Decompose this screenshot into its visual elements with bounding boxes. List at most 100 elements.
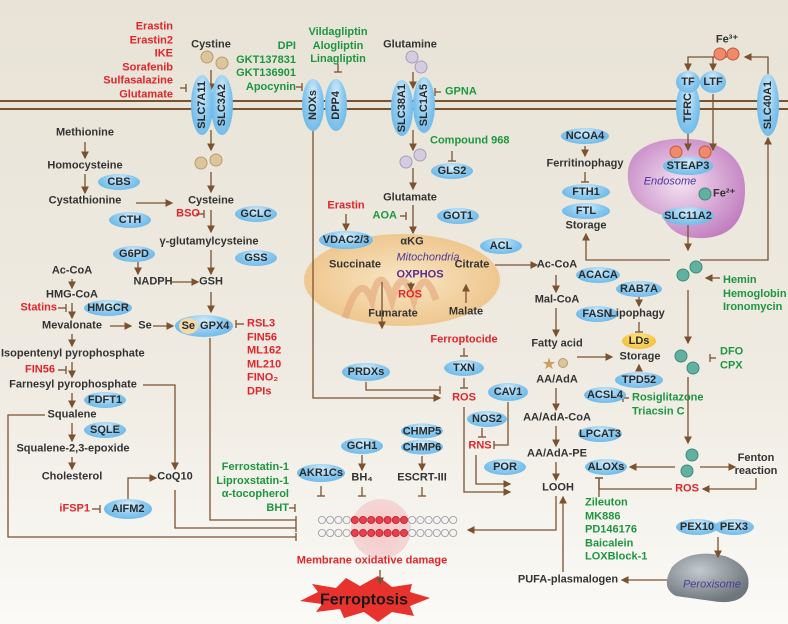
metabolite-aa-ada: AA/AdA bbox=[536, 373, 578, 386]
drug-linagliptin: Linagliptin bbox=[310, 52, 366, 65]
process-lipid-storage: Storage bbox=[619, 350, 661, 363]
oxidized-phospholipid bbox=[375, 516, 384, 525]
protein-prdxs[interactable]: PRDXs bbox=[342, 363, 390, 381]
protein-pex10[interactable]: PEX10 bbox=[676, 519, 718, 535]
protein-slc1a5[interactable]: SLC1A5 bbox=[413, 77, 435, 133]
metabolite-succinate: Succinate bbox=[329, 258, 381, 271]
protein-label: GPX4 bbox=[200, 320, 230, 332]
ferric-iron bbox=[713, 47, 727, 61]
protein-slc7a11[interactable]: SLC7A11 bbox=[191, 75, 213, 135]
protein-cav1[interactable]: CAV1 bbox=[488, 383, 528, 401]
protein-tpd52[interactable]: TPD52 bbox=[615, 372, 663, 388]
protein-aloxs[interactable]: ALOXs bbox=[585, 459, 627, 475]
protein-sqle[interactable]: SQLE bbox=[84, 422, 126, 438]
metabolite-ac-coa-cytosolic: Ac-CoA bbox=[536, 258, 578, 271]
drug-fin56: FIN56 bbox=[247, 331, 277, 343]
protein-label: PEX10 bbox=[679, 521, 715, 533]
protein-fasn[interactable]: FASN bbox=[576, 306, 618, 322]
protein-por[interactable]: POR bbox=[484, 459, 526, 475]
protein-akr1cs[interactable]: AKR1Cs bbox=[297, 464, 345, 482]
mitochondrion-cristae bbox=[341, 276, 440, 320]
protein-vdac[interactable]: VDAC2/3 bbox=[319, 231, 373, 249]
protein-ftl[interactable]: FTL bbox=[562, 203, 610, 219]
protein-acl[interactable]: ACL bbox=[480, 238, 522, 254]
protein-label: HMGCR bbox=[87, 302, 129, 314]
protein-txn[interactable]: TXN bbox=[444, 360, 484, 376]
drug-triacsin-c: Triacsin C bbox=[632, 405, 685, 417]
protein-ncoa4[interactable]: NCOA4 bbox=[561, 128, 609, 144]
protein-steap3[interactable]: STEAP3 bbox=[663, 157, 713, 175]
cystine-molecule bbox=[200, 50, 214, 64]
phospholipid bbox=[440, 529, 449, 538]
cystine-molecule bbox=[215, 56, 229, 70]
protein-cbs[interactable]: CBS bbox=[98, 174, 140, 190]
iron-inducers: Hemin Hemoglobin Ironomycin bbox=[723, 274, 787, 315]
protein-cth[interactable]: CTH bbox=[109, 212, 151, 228]
protein-label: GOT1 bbox=[443, 210, 473, 222]
activation-arrow bbox=[127, 474, 158, 499]
metabolite-hmg-coa: HMG-CoA bbox=[46, 288, 98, 301]
drug-dpi: DPI bbox=[277, 40, 296, 52]
protein-gclc[interactable]: GCLC bbox=[235, 206, 277, 222]
drug-aoa: AOA bbox=[372, 209, 397, 222]
protein-gss[interactable]: GSS bbox=[235, 250, 277, 266]
protein-gch1[interactable]: GCH1 bbox=[341, 438, 383, 454]
fenton-line: Fenton bbox=[737, 452, 775, 464]
drug-pd146176: PD146176 bbox=[585, 523, 637, 536]
protein-aifm2[interactable]: AIFM2 bbox=[104, 499, 152, 519]
lox-inhibitors: Zileuton MK886 PD146176 Baicalein LOXBlock-1 bbox=[585, 496, 647, 564]
mito-ros: ROS bbox=[398, 288, 422, 301]
protein-slc38a1[interactable]: SLC38A1 bbox=[391, 80, 413, 136]
drug-gkt137831: GKT137831 bbox=[236, 53, 296, 66]
oxidized-phospholipid bbox=[399, 516, 408, 525]
protein-hmgcr[interactable]: HMGCR bbox=[84, 300, 132, 316]
protein-dpp4[interactable]: DPP4 bbox=[325, 79, 347, 131]
phospholipid bbox=[342, 516, 351, 525]
metabolite-selenium: Se bbox=[138, 319, 152, 332]
oxidized-phospholipid bbox=[399, 529, 408, 538]
protein-nos2[interactable]: NOS2 bbox=[467, 411, 507, 427]
drug-dpis: DPIs bbox=[247, 385, 272, 397]
activation-arrow bbox=[463, 407, 512, 496]
protein-fth1[interactable]: FTH1 bbox=[562, 184, 610, 200]
metabolite-mevalonate: Mevalonate bbox=[42, 319, 102, 332]
ferroptosis-burst bbox=[300, 576, 430, 622]
drug-ml162: ML162 bbox=[247, 344, 282, 357]
protein-gls2[interactable]: GLS2 bbox=[431, 163, 473, 179]
metabolite-fumarate: Fumarate bbox=[368, 307, 418, 320]
protein-pex3[interactable]: PEX3 bbox=[714, 519, 754, 535]
ferric-iron bbox=[698, 145, 712, 159]
protein-slc11a2[interactable]: SLC11A2 bbox=[662, 207, 714, 225]
metabolite-pufa-plasmalogen: PUFA-plasmalogen bbox=[517, 573, 619, 586]
protein-g6pd[interactable]: G6PD bbox=[113, 246, 155, 262]
protein-got1[interactable]: GOT1 bbox=[437, 208, 479, 224]
protein-tf[interactable]: TF bbox=[676, 71, 700, 93]
protein-chmp6[interactable]: CHMP6 bbox=[401, 439, 443, 455]
protein-slc3a2[interactable]: SLC3A2 bbox=[211, 75, 233, 135]
ferroptosis-label: Ferroptosis bbox=[319, 591, 409, 609]
phospholipid bbox=[416, 516, 425, 525]
drug-bso: BSO bbox=[176, 207, 200, 220]
protein-fdft1[interactable]: FDFT1 bbox=[84, 392, 126, 408]
protein-noxs[interactable]: NOXs bbox=[302, 79, 324, 131]
phospholipid bbox=[416, 529, 425, 538]
protein-acaca[interactable]: ACACA bbox=[576, 267, 620, 283]
nox-inhibitors: DPI GKT137831 GKT136901 Apocynin bbox=[236, 40, 296, 94]
protein-lpcat3[interactable]: LPCAT3 bbox=[578, 426, 622, 442]
oxidized-phospholipid bbox=[375, 529, 384, 538]
protein-acsl4[interactable]: ACSL4 bbox=[584, 387, 626, 403]
metabolite-nadph: NADPH bbox=[133, 275, 173, 288]
inhibition-line bbox=[7, 414, 296, 538]
protein-slc40a1[interactable]: SLC40A1 bbox=[757, 74, 779, 136]
protein-chmp5[interactable]: CHMP5 bbox=[401, 423, 443, 439]
protein-ltf[interactable]: LTF bbox=[700, 71, 726, 93]
protein-gpx4[interactable]: Se GPX4 bbox=[175, 315, 233, 337]
lipid-droplets[interactable]: LDs bbox=[622, 333, 656, 349]
protein-rab7a[interactable]: RAB7A bbox=[616, 281, 662, 297]
metabolite-fatty-acid: Fatty acid bbox=[531, 337, 583, 350]
ferrous-iron bbox=[680, 464, 694, 478]
metabolite-cystine: Cystine bbox=[191, 38, 231, 51]
protein-label: TXN bbox=[453, 362, 475, 374]
